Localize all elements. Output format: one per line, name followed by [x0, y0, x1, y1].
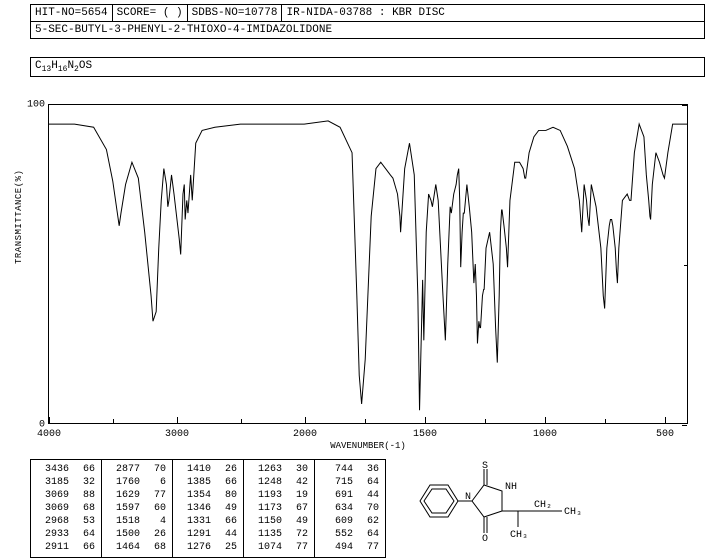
spectrum-line	[49, 105, 687, 423]
peak-row: 150026	[108, 528, 166, 541]
peak-column: 1263301248421193191173671150491135721074…	[244, 460, 315, 557]
peak-row: 107477	[250, 541, 308, 554]
peak-row: 296853	[37, 515, 95, 528]
peak-row: 74436	[321, 463, 379, 476]
peak-row: 146468	[108, 541, 166, 554]
peak-row: 126330	[250, 463, 308, 476]
peak-row: 306988	[37, 489, 95, 502]
score: SCORE= ( )	[113, 5, 188, 21]
compound-name: 5-SEC-BUTYL-3-PHENYL-2-THIOXO-4-IMIDAZOL…	[31, 22, 704, 38]
peak-row: 69144	[321, 489, 379, 502]
peak-table: 3436663185323069883069682968532933642911…	[30, 459, 386, 558]
x-tick: 1000	[533, 429, 557, 440]
x-tick: 2000	[293, 429, 317, 440]
peak-row: 135480	[179, 489, 237, 502]
sdbs-no: SDBS-NO=10778	[188, 5, 283, 21]
x-tick: 500	[656, 429, 674, 440]
peak-row: 115049	[250, 515, 308, 528]
peak-row: 124842	[250, 476, 308, 489]
peak-row: 318532	[37, 476, 95, 489]
peak-row: 162977	[108, 489, 166, 502]
peak-column: 74436715646914463470609625526449477	[315, 460, 385, 557]
svg-text:S: S	[482, 461, 488, 472]
svg-text:O: O	[482, 534, 488, 543]
x-tick: 3000	[165, 429, 189, 440]
peak-row: 159760	[108, 502, 166, 515]
peak-row: 63470	[321, 502, 379, 515]
peak-row: 117367	[250, 502, 308, 515]
peak-row: 141026	[179, 463, 237, 476]
x-axis-label: WAVENUMBER(-1)	[330, 441, 406, 451]
svg-text:CH₃: CH₃	[510, 530, 528, 541]
peak-row: 293364	[37, 528, 95, 541]
svg-text:CH₂: CH₂	[534, 500, 552, 511]
x-tick: 1500	[413, 429, 437, 440]
formula-box: C13H16N2OS	[30, 57, 705, 77]
header-row-1: HIT-NO=5654 SCORE= ( ) SDBS-NO=10778 IR-…	[31, 5, 704, 22]
peak-row: 129144	[179, 528, 237, 541]
header-box: HIT-NO=5654 SCORE= ( ) SDBS-NO=10778 IR-…	[30, 4, 705, 39]
peak-row: 291166	[37, 541, 95, 554]
peak-row: 133166	[179, 515, 237, 528]
ir-info: IR-NIDA-03788 : KBR DISC	[282, 5, 704, 21]
peak-row: 17606	[108, 476, 166, 489]
svg-text:CH₃: CH₃	[564, 507, 582, 518]
peak-column: 1410261385661354801346491331661291441276…	[173, 460, 244, 557]
peak-row: 113572	[250, 528, 308, 541]
peak-row: 343666	[37, 463, 95, 476]
peak-row: 15184	[108, 515, 166, 528]
peak-row: 49477	[321, 541, 379, 554]
peak-row: 138566	[179, 476, 237, 489]
molecular-structure: S NH N O CH₃ CH₂ CH₃	[410, 459, 610, 543]
svg-text:N: N	[465, 492, 471, 503]
peak-row: 306968	[37, 502, 95, 515]
y-tick: 100	[27, 100, 45, 111]
spectrum-chart: WAVENUMBER(-1) 4000300020001500100050001…	[48, 104, 688, 424]
peak-row: 134649	[179, 502, 237, 515]
x-tick: 4000	[37, 429, 61, 440]
peak-row: 287770	[108, 463, 166, 476]
peak-column: 2877701760616297715976015184150026146468	[102, 460, 173, 557]
peak-row: 127625	[179, 541, 237, 554]
svg-text:NH: NH	[505, 482, 517, 493]
y-axis-label: TRANSMITTANCE(%)	[14, 170, 24, 264]
peak-row: 71564	[321, 476, 379, 489]
peak-row: 119319	[250, 489, 308, 502]
peak-row: 60962	[321, 515, 379, 528]
peak-row: 55264	[321, 528, 379, 541]
hit-no: HIT-NO=5654	[31, 5, 113, 21]
peak-column: 3436663185323069883069682968532933642911…	[31, 460, 102, 557]
y-tick: 0	[39, 420, 45, 431]
